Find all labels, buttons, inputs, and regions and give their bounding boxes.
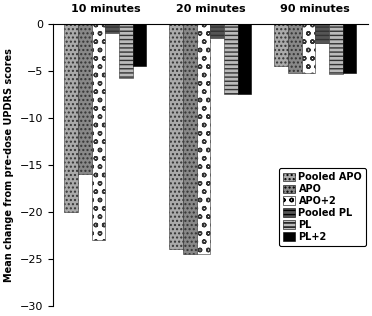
Bar [302,24,315,73]
Bar [170,24,183,249]
Bar [288,24,302,73]
Bar [275,24,288,66]
Bar [64,24,78,212]
Bar [343,24,356,73]
Bar [238,24,251,94]
Bar [315,24,329,43]
Bar [92,24,105,240]
Bar [105,24,119,33]
Bar [119,24,133,78]
Y-axis label: Mean change from pre-dose UPDRS scores: Mean change from pre-dose UPDRS scores [4,48,14,282]
Bar [329,24,343,74]
Bar [197,24,211,254]
Bar [133,24,146,66]
Bar [78,24,92,174]
Legend: Pooled APO, APO, APO+2, Pooled PL, PL, PL+2: Pooled APO, APO, APO+2, Pooled PL, PL, P… [279,168,366,246]
Bar [224,24,238,94]
Bar [211,24,224,38]
Bar [183,24,197,254]
